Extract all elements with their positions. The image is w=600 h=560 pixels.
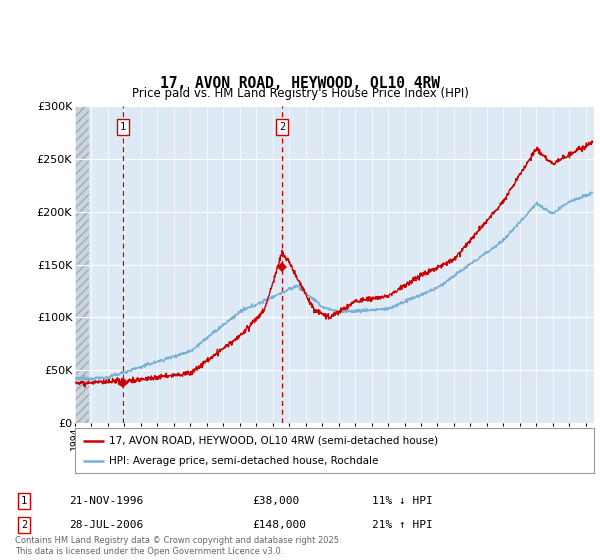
Text: Price paid vs. HM Land Registry's House Price Index (HPI): Price paid vs. HM Land Registry's House … [131,87,469,100]
Text: 11% ↓ HPI: 11% ↓ HPI [372,496,433,506]
Text: £38,000: £38,000 [252,496,299,506]
Text: 1: 1 [119,122,126,132]
Bar [89,106,282,423]
Text: 17, AVON ROAD, HEYWOOD, OL10 4RW: 17, AVON ROAD, HEYWOOD, OL10 4RW [160,76,440,91]
Text: £148,000: £148,000 [252,520,306,530]
Text: 2: 2 [279,122,286,132]
Text: 1: 1 [21,496,27,506]
Text: Contains HM Land Registry data © Crown copyright and database right 2025.
This d: Contains HM Land Registry data © Crown c… [15,536,341,556]
Text: 17, AVON ROAD, HEYWOOD, OL10 4RW (semi-detached house): 17, AVON ROAD, HEYWOOD, OL10 4RW (semi-d… [109,436,438,446]
Text: 2: 2 [21,520,27,530]
Text: 28-JUL-2006: 28-JUL-2006 [69,520,143,530]
Text: HPI: Average price, semi-detached house, Rochdale: HPI: Average price, semi-detached house,… [109,456,378,466]
Text: 21% ↑ HPI: 21% ↑ HPI [372,520,433,530]
Bar [75,106,89,423]
Text: 21-NOV-1996: 21-NOV-1996 [69,496,143,506]
